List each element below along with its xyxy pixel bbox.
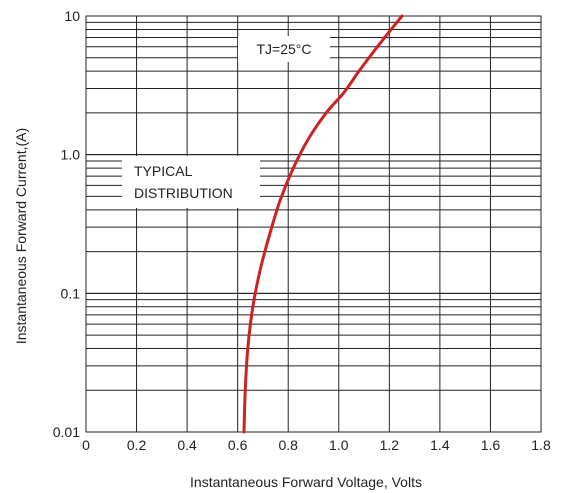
typical-label-background [122, 156, 260, 208]
x-axis-label: Instantaneous Forward Voltage, Volts [190, 474, 422, 490]
distribution-annotation: DISTRIBUTION [134, 185, 233, 201]
tj-annotation: TJ=25°C [256, 41, 311, 57]
y-tick-labels: 0.01 0.1 1.0 10 [53, 8, 80, 440]
x-tick-label: 0.8 [278, 437, 298, 453]
x-tick-label: 0.6 [228, 437, 248, 453]
x-tick-label: 1.2 [380, 437, 400, 453]
tj-label-background [238, 36, 330, 62]
x-tick-label: 1.0 [329, 437, 349, 453]
y-tick-label: 10 [64, 8, 80, 24]
grid [85, 15, 542, 433]
forward-current-curve [242, 14, 404, 434]
y-tick-label: 0.1 [61, 285, 81, 301]
y-tick-label: 0.01 [53, 424, 80, 440]
y-axis-label: Instantaneous Forward Current,(A) [13, 128, 29, 344]
y-tick-label: 1.0 [61, 147, 81, 163]
x-tick-label: 0.4 [177, 437, 197, 453]
plot-frame [85, 15, 542, 433]
x-tick-label: 0.2 [127, 437, 147, 453]
x-tick-labels: 0 0.2 0.4 0.6 0.8 1.0 1.2 1.4 1.6 1.8 [82, 437, 551, 453]
x-tick-label: 1.8 [531, 437, 551, 453]
x-tick-label: 1.4 [430, 437, 450, 453]
x-tick-label: 1.6 [481, 437, 501, 453]
x-tick-label: 0 [82, 437, 90, 453]
typical-annotation: TYPICAL [134, 163, 193, 179]
